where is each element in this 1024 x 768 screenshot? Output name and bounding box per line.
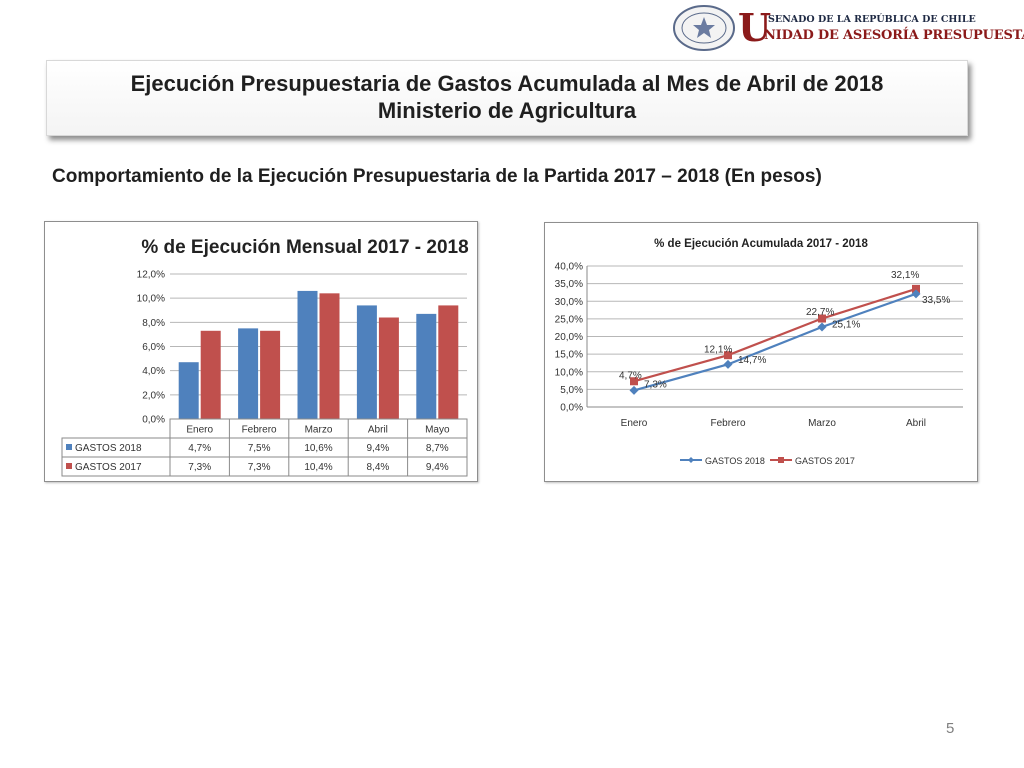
chart1-data-label: 8,4% — [367, 462, 390, 473]
chart1-data-label: 10,6% — [304, 443, 332, 454]
chart1-bar-2017 — [378, 317, 399, 419]
chart2-line-2017 — [633, 287, 917, 383]
chart2-data-label: 12,1% — [704, 344, 732, 355]
chart1-data-label: 7,5% — [248, 443, 271, 454]
page-number: 5 — [946, 720, 955, 737]
chart1-data-label: 4,7% — [188, 443, 211, 454]
chart1-data-label: 9,4% — [367, 443, 390, 454]
chart2-data-label: 32,1% — [891, 270, 919, 281]
chart1-bar-2018 — [178, 362, 199, 419]
chart2-legend-entry: GASTOS 2017 — [795, 456, 855, 466]
chart1-data-label: 9,4% — [426, 462, 449, 473]
chart2-legend-entry: GASTOS 2018 — [705, 456, 765, 466]
chart1-data-label: 7,3% — [188, 462, 211, 473]
chart1-legend-entry: GASTOS 2018 — [75, 443, 142, 454]
chart1-y-tick-label: 10,0% — [137, 294, 165, 305]
chart2-y-tick-label: 10,0% — [555, 367, 583, 378]
chart2-point-2017 — [630, 377, 638, 386]
page-title-ministry: Ministerio de Agricultura — [377, 98, 637, 123]
chart1-bar-2018 — [416, 313, 437, 419]
senate-seal-icon — [673, 5, 735, 51]
monthly-execution-chart-svg: % de Ejecución Mensual 2017 - 2018 0,0% 2,… — [61, 237, 469, 477]
chart2-y-tick-label: 40,0% — [555, 262, 583, 273]
title-box: Ejecución Presupuestaria de Gastos Acumu… — [46, 60, 968, 136]
chart2-category-label: Febrero — [710, 418, 745, 429]
chart2-point-2017 — [912, 284, 920, 293]
chart1-y-tick-label: 4,0% — [142, 366, 165, 377]
chart2-y-tick-label: 25,0% — [555, 314, 583, 325]
chart2-data-label: 4,7% — [619, 370, 642, 381]
chart2-legend-marker — [688, 457, 694, 463]
chart2-data-label: 33,5% — [922, 295, 950, 306]
chart1-bar-2018 — [238, 328, 259, 419]
chart1-bar-2017 — [260, 330, 281, 419]
chart2-y-tick-label: 0,0% — [560, 403, 583, 414]
senate-logo: U SENADO DE LA REPÚBLICA DE CHILE NIDAD … — [672, 4, 1024, 52]
chart1-bar-2017 — [438, 305, 459, 419]
logo-line-senate: SENADO DE LA REPÚBLICA DE CHILE — [768, 14, 976, 25]
chart2-legend-marker — [778, 457, 784, 463]
chart1-data-label: 10,4% — [304, 462, 332, 473]
chart1-legend-swatch — [66, 463, 72, 469]
cumulative-execution-chart: % de Ejecución Acumulada 2017 - 2018 0,0%… — [544, 222, 978, 482]
chart1-category-label: Abril — [368, 425, 388, 436]
chart1-y-tick-label: 0,0% — [142, 415, 165, 426]
chart2-point-2017 — [724, 351, 732, 360]
chart1-data-label: 7,3% — [248, 462, 271, 473]
chart1-y-tick-label: 2,0% — [142, 390, 165, 401]
cumulative-execution-chart-svg: % de Ejecución Acumulada 2017 - 2018 0,0%… — [555, 238, 963, 466]
chart2-y-tick-label: 5,0% — [560, 385, 583, 396]
logo-line-unit: NIDAD DE ASESORÍA PRESUPUESTARIA — [764, 28, 1024, 43]
page-title: Ejecución Presupuestaria de Gastos Acumu… — [130, 71, 884, 96]
chart1-bar-2017 — [319, 293, 340, 419]
chart2-point-2017 — [818, 314, 826, 323]
monthly-execution-chart: % de Ejecución Mensual 2017 - 2018 0,0% 2,… — [44, 221, 478, 482]
chart2-line-2018 — [633, 292, 917, 392]
chart1-y-tick-label: 6,0% — [142, 342, 165, 353]
chart1-legend-entry: GASTOS 2017 — [75, 462, 142, 473]
chart1-category-label: Enero — [186, 425, 213, 436]
chart1-y-tick-label: 8,0% — [142, 318, 165, 329]
logo-initial: U — [738, 5, 772, 50]
chart2-y-tick-label: 15,0% — [555, 350, 583, 361]
chart1-category-label: Febrero — [242, 425, 277, 436]
chart2-data-label: 25,1% — [832, 320, 860, 331]
chart2-category-label: Abril — [906, 418, 926, 429]
chart2-point-2018 — [629, 385, 639, 395]
chart1-legend-swatch — [66, 444, 72, 450]
chart2-data-label: 22,7% — [806, 307, 834, 318]
chart2-title: % de Ejecución Acumulada 2017 - 2018 — [654, 238, 868, 250]
chart1-category-label: Mayo — [425, 425, 450, 436]
chart1-y-tick-label: 12,0% — [137, 270, 165, 281]
chart1-table-row — [61, 456, 468, 477]
chart2-y-tick-label: 30,0% — [555, 297, 583, 308]
section-subtitle: Comportamiento de la Ejecución Presupues… — [52, 166, 822, 187]
chart1-bar-2018 — [356, 305, 377, 419]
chart1-bar-2017 — [200, 330, 221, 419]
chart2-point-2018 — [911, 289, 921, 299]
chart1-data-label: 8,7% — [426, 443, 449, 454]
chart1-category-label: Marzo — [305, 425, 333, 436]
chart2-category-label: Enero — [621, 418, 648, 429]
chart2-data-label: 7,3% — [644, 379, 667, 390]
chart2-data-label: 14,7% — [738, 355, 766, 366]
chart2-y-tick-label: 20,0% — [555, 332, 583, 343]
chart2-point-2018 — [817, 322, 827, 332]
chart2-y-tick-label: 35,0% — [555, 279, 583, 290]
chart1-title: % de Ejecución Mensual 2017 - 2018 — [141, 237, 468, 258]
chart2-category-label: Marzo — [808, 418, 836, 429]
chart1-bar-2018 — [297, 290, 318, 419]
chart2-point-2018 — [723, 359, 733, 369]
